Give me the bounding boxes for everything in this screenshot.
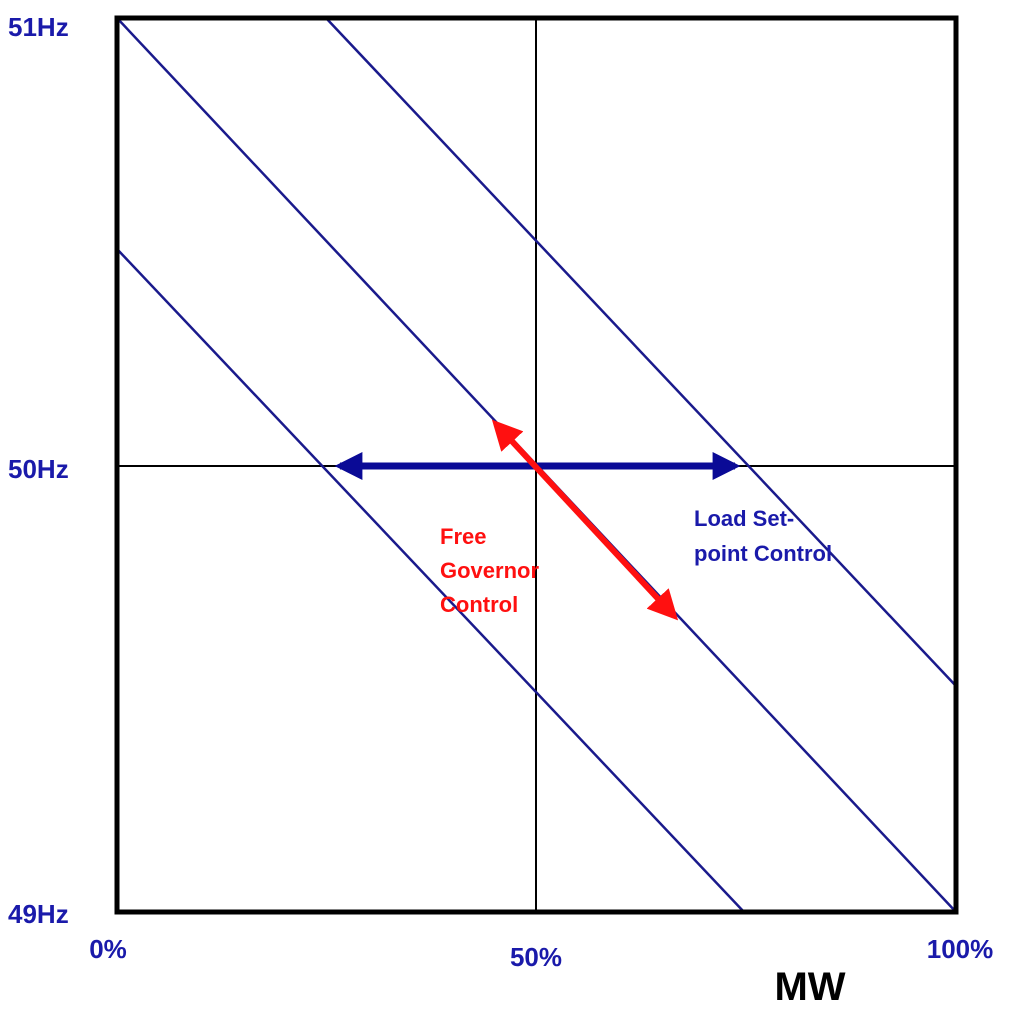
governor-arrow — [491, 419, 679, 621]
droop-line — [325, 17, 957, 687]
y-label: 50Hz — [8, 454, 69, 484]
plot-frame — [114, 15, 959, 915]
y-label: 49Hz — [8, 899, 69, 929]
annotation-line: Governor — [440, 558, 539, 583]
x-label: 50% — [510, 942, 562, 972]
annotation-line: point Control — [694, 541, 832, 566]
x-label: 100% — [927, 934, 994, 964]
x-title: MW — [774, 965, 845, 1009]
annotation-line: Control — [440, 592, 518, 617]
x-label: 0% — [89, 934, 127, 964]
annotation-line: Load Set- — [694, 506, 794, 531]
droop-line — [116, 248, 745, 913]
annotation-line: Free — [440, 524, 486, 549]
y-label: 51Hz — [8, 12, 69, 42]
